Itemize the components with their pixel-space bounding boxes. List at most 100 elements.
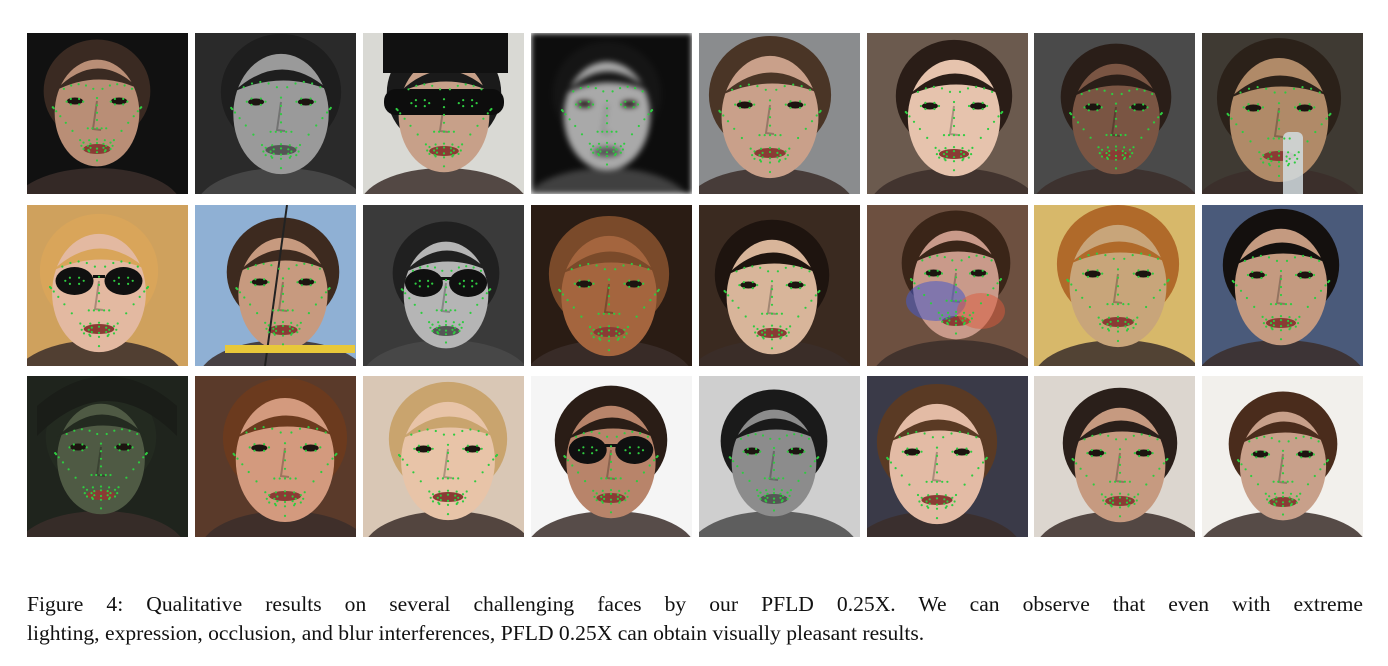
landmark-dot	[759, 497, 762, 501]
landmark-dot	[1279, 315, 1283, 318]
landmark-dot	[465, 265, 468, 268]
landmark-dot	[766, 312, 769, 315]
hair-fringe	[726, 252, 818, 275]
landmark-dot	[1147, 455, 1150, 458]
landmark-dot	[273, 333, 276, 336]
landmark-dot	[458, 329, 461, 333]
landmark-dot	[1273, 492, 1277, 495]
landmark-dot	[82, 147, 85, 151]
face-photo	[531, 376, 692, 537]
nose	[948, 105, 959, 136]
sunglasses-lens	[615, 436, 654, 464]
landmark-dot	[250, 82, 254, 85]
landmark-dot	[1076, 121, 1080, 124]
landmark-points	[1071, 433, 1169, 518]
landmark-dot	[1124, 152, 1127, 155]
landmark-dot	[279, 130, 283, 133]
landmark-dot	[1145, 305, 1148, 309]
landmark-dot	[607, 303, 611, 306]
landmark-dot	[597, 142, 601, 145]
eye	[1135, 449, 1152, 457]
landmark-dot	[67, 468, 70, 471]
landmark-dot	[753, 157, 756, 160]
landmark-dot	[264, 491, 267, 494]
landmark-dot	[1272, 480, 1275, 483]
eye	[1297, 450, 1314, 458]
nose	[93, 280, 104, 311]
landmark-dot	[768, 161, 772, 164]
landmark-dot	[122, 103, 125, 106]
landmark-dot	[427, 444, 430, 447]
landmark-dot	[954, 291, 958, 294]
landmark-dot	[619, 477, 622, 480]
landmark-dot	[298, 143, 302, 147]
landmark-dot	[637, 124, 640, 128]
landmark-dot	[1116, 285, 1120, 288]
landmark-dot	[262, 426, 265, 429]
landmark-dot	[89, 322, 92, 325]
landmark-dot	[462, 447, 465, 450]
landmark-dot	[582, 446, 585, 449]
landmark-dot	[125, 476, 128, 479]
landmark-dot	[444, 329, 448, 332]
hair-fringe	[1074, 420, 1166, 443]
landmark-dot	[1111, 303, 1114, 306]
landmark-dot	[252, 133, 255, 136]
landmark-dot	[1257, 109, 1260, 112]
landmark-dot	[90, 492, 93, 495]
landmark-dot	[105, 326, 108, 329]
landmark-dot	[136, 265, 139, 268]
landmark-dot	[945, 150, 948, 154]
landmark-dot	[1302, 254, 1305, 257]
landmark-dot	[114, 446, 117, 449]
landmark-dot	[1097, 146, 1100, 149]
landmark-dot	[1151, 452, 1154, 455]
landmark-dot	[406, 463, 409, 466]
landmark-dot	[768, 146, 772, 149]
landmark-dot	[103, 150, 106, 153]
landmark-dot	[116, 492, 119, 495]
landmark-dot	[613, 312, 616, 315]
landmark-dot	[1151, 92, 1154, 96]
landmark-dot	[1268, 151, 1271, 154]
landmark-dot	[597, 154, 601, 157]
landmark-dot	[112, 139, 115, 142]
landmark-dot	[457, 152, 460, 155]
landmark-dot	[759, 147, 763, 150]
landmark-dot	[578, 285, 581, 288]
landmark-dot	[1106, 157, 1109, 160]
landmark-dot	[324, 291, 328, 294]
landmark-dot	[465, 490, 468, 493]
landmark-dot	[262, 262, 265, 265]
landmark-dot	[790, 447, 793, 450]
landmark-dot	[431, 282, 434, 285]
landmark-dot	[1114, 145, 1118, 148]
landmark-dot	[99, 507, 103, 510]
landmark-dot	[273, 497, 276, 500]
landmark-dot	[1277, 160, 1281, 164]
landmark-dot	[587, 285, 590, 288]
landmark-dot	[328, 287, 331, 290]
landmark-dot	[431, 493, 435, 496]
landmark-dot	[311, 82, 314, 85]
landmark-dot	[52, 290, 55, 293]
landmark-dot	[1308, 276, 1311, 280]
landmark-dot	[918, 500, 921, 503]
landmark-dot	[780, 331, 783, 334]
landmark-dot	[1265, 325, 1268, 328]
face-photo	[699, 376, 860, 537]
landmark-dot	[1118, 456, 1122, 459]
landmark-dot	[936, 269, 939, 272]
face-photo	[867, 33, 1028, 194]
landmark-dot	[476, 303, 479, 306]
landmark-dot	[619, 145, 622, 148]
landmark-dot	[1279, 325, 1283, 328]
landmark-dot	[296, 281, 299, 284]
landmark-dot	[1235, 123, 1238, 126]
landmark-dot	[1110, 133, 1113, 137]
landmark-dot	[457, 102, 460, 105]
landmark-dot	[1313, 106, 1316, 109]
landmark-dot	[442, 142, 446, 145]
hair-fringe	[401, 416, 495, 439]
landmark-dot	[126, 100, 129, 103]
